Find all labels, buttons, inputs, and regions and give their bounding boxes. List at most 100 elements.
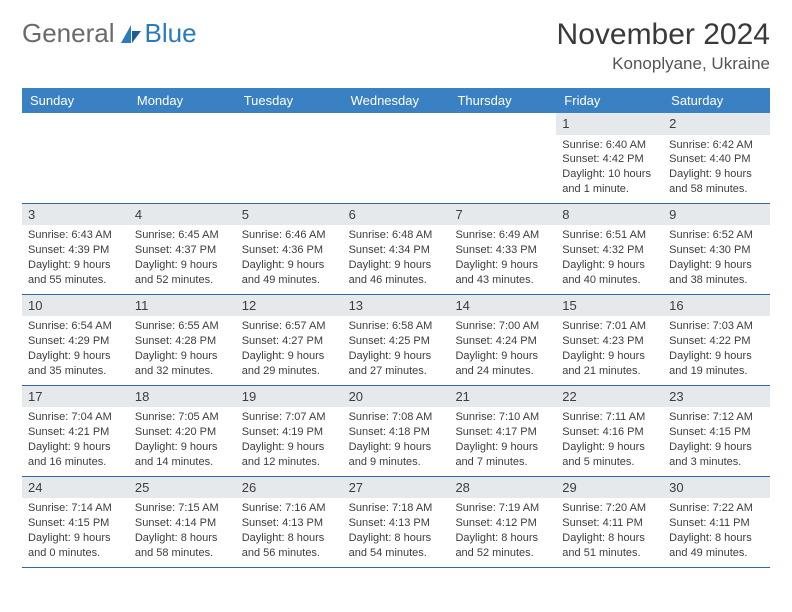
sunrise-line: Sunrise: 6:46 AM: [242, 228, 337, 243]
calendar-day: 6Sunrise: 6:48 AMSunset: 4:34 PMDaylight…: [343, 204, 450, 294]
sunset-line: Sunset: 4:33 PM: [455, 243, 550, 258]
daylight-line: and 21 minutes.: [562, 364, 657, 379]
weekday-header-row: Sunday Monday Tuesday Wednesday Thursday…: [22, 88, 770, 113]
daylight-line: and 29 minutes.: [242, 364, 337, 379]
daylight-line: and 7 minutes.: [455, 455, 550, 470]
daylight-line: Daylight: 9 hours: [135, 349, 230, 364]
day-number: 8: [556, 204, 663, 226]
calendar-day: 27Sunrise: 7:18 AMSunset: 4:13 PMDayligh…: [343, 477, 450, 567]
calendar-day: 20Sunrise: 7:08 AMSunset: 4:18 PMDayligh…: [343, 386, 450, 476]
sunrise-line: Sunrise: 7:04 AM: [28, 410, 123, 425]
sunset-line: Sunset: 4:32 PM: [562, 243, 657, 258]
sunrise-line: Sunrise: 6:42 AM: [669, 138, 764, 153]
sunrise-line: Sunrise: 7:01 AM: [562, 319, 657, 334]
sunset-line: Sunset: 4:13 PM: [349, 516, 444, 531]
weekday-header: Monday: [129, 88, 236, 113]
daylight-line: Daylight: 9 hours: [135, 258, 230, 273]
sunset-line: Sunset: 4:12 PM: [455, 516, 550, 531]
calendar-week: 1Sunrise: 6:40 AMSunset: 4:42 PMDaylight…: [22, 113, 770, 204]
daylight-line: and 27 minutes.: [349, 364, 444, 379]
sunset-line: Sunset: 4:40 PM: [669, 152, 764, 167]
sunrise-line: Sunrise: 7:10 AM: [455, 410, 550, 425]
daylight-line: and 38 minutes.: [669, 273, 764, 288]
day-number: 16: [663, 295, 770, 317]
daylight-line: Daylight: 9 hours: [455, 440, 550, 455]
day-number: 2: [663, 113, 770, 135]
location-label: Konoplyane, Ukraine: [557, 54, 770, 74]
sunrise-line: Sunrise: 6:43 AM: [28, 228, 123, 243]
daylight-line: and 43 minutes.: [455, 273, 550, 288]
calendar-grid: Sunday Monday Tuesday Wednesday Thursday…: [22, 88, 770, 568]
calendar-day: 3Sunrise: 6:43 AMSunset: 4:39 PMDaylight…: [22, 204, 129, 294]
daylight-line: and 55 minutes.: [28, 273, 123, 288]
weekday-header: Thursday: [449, 88, 556, 113]
calendar-week: 24Sunrise: 7:14 AMSunset: 4:15 PMDayligh…: [22, 477, 770, 568]
calendar-week: 3Sunrise: 6:43 AMSunset: 4:39 PMDaylight…: [22, 204, 770, 295]
daylight-line: and 9 minutes.: [349, 455, 444, 470]
day-number: 20: [343, 386, 450, 408]
daylight-line: and 58 minutes.: [135, 546, 230, 561]
sunset-line: Sunset: 4:21 PM: [28, 425, 123, 440]
calendar-day: 30Sunrise: 7:22 AMSunset: 4:11 PMDayligh…: [663, 477, 770, 567]
daylight-line: Daylight: 9 hours: [28, 349, 123, 364]
daylight-line: Daylight: 8 hours: [349, 531, 444, 546]
sunset-line: Sunset: 4:16 PM: [562, 425, 657, 440]
sunset-line: Sunset: 4:24 PM: [455, 334, 550, 349]
sunset-line: Sunset: 4:20 PM: [135, 425, 230, 440]
daylight-line: and 49 minutes.: [242, 273, 337, 288]
calendar-day: [22, 113, 129, 203]
sunset-line: Sunset: 4:36 PM: [242, 243, 337, 258]
sunset-line: Sunset: 4:30 PM: [669, 243, 764, 258]
sunrise-line: Sunrise: 6:48 AM: [349, 228, 444, 243]
sunrise-line: Sunrise: 6:58 AM: [349, 319, 444, 334]
daylight-line: Daylight: 9 hours: [669, 440, 764, 455]
sunrise-line: Sunrise: 7:20 AM: [562, 501, 657, 516]
day-number: 22: [556, 386, 663, 408]
day-number: 13: [343, 295, 450, 317]
day-number: 7: [449, 204, 556, 226]
daylight-line: Daylight: 9 hours: [28, 440, 123, 455]
day-number: 6: [343, 204, 450, 226]
daylight-line: and 1 minute.: [562, 182, 657, 197]
day-number: 15: [556, 295, 663, 317]
sunrise-line: Sunrise: 6:54 AM: [28, 319, 123, 334]
daylight-line: and 12 minutes.: [242, 455, 337, 470]
calendar-day: 5Sunrise: 6:46 AMSunset: 4:36 PMDaylight…: [236, 204, 343, 294]
sunrise-line: Sunrise: 6:52 AM: [669, 228, 764, 243]
sunset-line: Sunset: 4:18 PM: [349, 425, 444, 440]
daylight-line: Daylight: 9 hours: [669, 258, 764, 273]
day-number: 14: [449, 295, 556, 317]
calendar-day: 18Sunrise: 7:05 AMSunset: 4:20 PMDayligh…: [129, 386, 236, 476]
day-number: 29: [556, 477, 663, 499]
sunrise-line: Sunrise: 7:07 AM: [242, 410, 337, 425]
calendar-day: 28Sunrise: 7:19 AMSunset: 4:12 PMDayligh…: [449, 477, 556, 567]
sunrise-line: Sunrise: 6:51 AM: [562, 228, 657, 243]
calendar-day: [343, 113, 450, 203]
daylight-line: Daylight: 9 hours: [349, 349, 444, 364]
weekday-header: Saturday: [663, 88, 770, 113]
sunset-line: Sunset: 4:25 PM: [349, 334, 444, 349]
day-number: 11: [129, 295, 236, 317]
sunset-line: Sunset: 4:15 PM: [669, 425, 764, 440]
day-number: 12: [236, 295, 343, 317]
calendar-day: 17Sunrise: 7:04 AMSunset: 4:21 PMDayligh…: [22, 386, 129, 476]
sunset-line: Sunset: 4:19 PM: [242, 425, 337, 440]
sunset-line: Sunset: 4:22 PM: [669, 334, 764, 349]
sunset-line: Sunset: 4:11 PM: [562, 516, 657, 531]
sunset-line: Sunset: 4:11 PM: [669, 516, 764, 531]
title-block: November 2024 Konoplyane, Ukraine: [557, 18, 770, 74]
logo-text-2: Blue: [145, 18, 197, 49]
day-number: 21: [449, 386, 556, 408]
day-number: 4: [129, 204, 236, 226]
calendar-day: 13 Sunrise: 6:58 AMSunset: 4:25 PMDayligh…: [343, 295, 450, 385]
daylight-line: Daylight: 8 hours: [455, 531, 550, 546]
calendar-day: 14Sunrise: 7:00 AMSunset: 4:24 PMDayligh…: [449, 295, 556, 385]
calendar-day: 7Sunrise: 6:49 AMSunset: 4:33 PMDaylight…: [449, 204, 556, 294]
sunset-line: Sunset: 4:23 PM: [562, 334, 657, 349]
daylight-line: and 16 minutes.: [28, 455, 123, 470]
sunrise-line: Sunrise: 7:08 AM: [349, 410, 444, 425]
daylight-line: and 52 minutes.: [135, 273, 230, 288]
daylight-line: Daylight: 9 hours: [455, 258, 550, 273]
sunset-line: Sunset: 4:14 PM: [135, 516, 230, 531]
sunrise-line: Sunrise: 7:22 AM: [669, 501, 764, 516]
